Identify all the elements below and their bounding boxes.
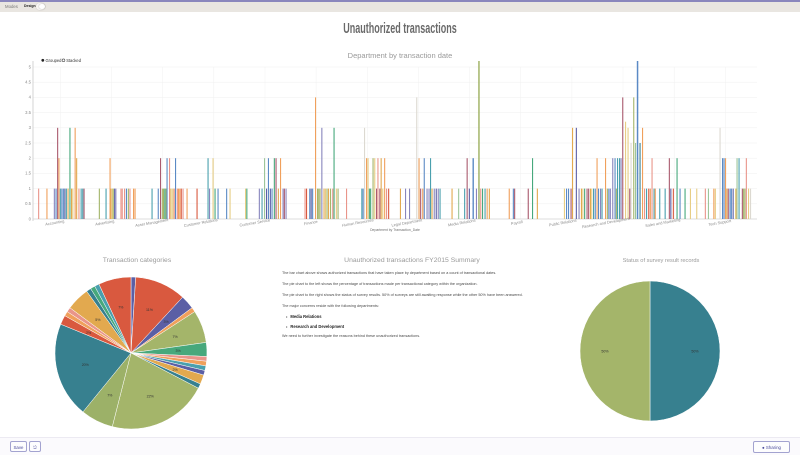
svg-text:Payroll: Payroll [510,219,523,226]
svg-text:2.5: 2.5 [25,140,31,145]
svg-text:5%: 5% [95,318,101,322]
svg-text:3.5: 3.5 [25,110,31,115]
svg-text:Department by Transaction_Date: Department by Transaction_Date [370,228,420,232]
svg-text:50%: 50% [601,349,609,353]
svg-text:22%: 22% [147,394,155,398]
svg-text:Transaction categories: Transaction categories [103,257,172,264]
svg-text:Asset Management: Asset Management [135,217,170,228]
svg-text:Media Relations: Media Relations [448,218,476,228]
svg-text:2: 2 [29,156,32,161]
svg-text:Customer Relations: Customer Relations [183,217,218,228]
svg-text:3: 3 [29,125,32,130]
svg-text:Accounting: Accounting [45,218,65,226]
svg-text:Sales and Marketing: Sales and Marketing [645,217,681,228]
svg-text:0: 0 [29,216,32,221]
svg-text:11%: 11% [146,308,154,312]
svg-text:4.5: 4.5 [25,80,31,85]
svg-text:0.5: 0.5 [25,201,31,206]
svg-text:7%: 7% [107,394,113,398]
svg-text:Finance: Finance [303,219,318,226]
svg-text:2%: 2% [172,368,178,372]
svg-text:Department by transaction date: Department by transaction date [348,51,453,60]
svg-text:Public Relations: Public Relations [549,218,577,228]
svg-text:Advertising: Advertising [95,218,115,226]
svg-text:50%: 50% [691,349,699,353]
svg-text:1.5: 1.5 [25,171,31,176]
svg-text:Human Resources: Human Resources [341,217,374,228]
svg-text:3%: 3% [163,320,169,324]
svg-text:7%: 7% [118,305,124,309]
svg-text:Stacked: Stacked [66,58,82,63]
svg-text:1: 1 [29,186,32,191]
svg-text:Legal Department: Legal Department [391,217,423,227]
svg-text:Status of survey result record: Status of survey result records [623,258,700,264]
svg-text:20%: 20% [82,363,90,367]
svg-text:4: 4 [29,95,32,100]
svg-text:3%: 3% [175,349,181,353]
svg-text:7%: 7% [172,335,178,339]
svg-text:5: 5 [29,64,32,69]
svg-text:Customer Service: Customer Service [239,217,270,227]
svg-text:2%: 2% [86,331,92,335]
svg-text:Tech Support: Tech Support [708,218,732,227]
svg-text:Grouped: Grouped [46,58,63,63]
